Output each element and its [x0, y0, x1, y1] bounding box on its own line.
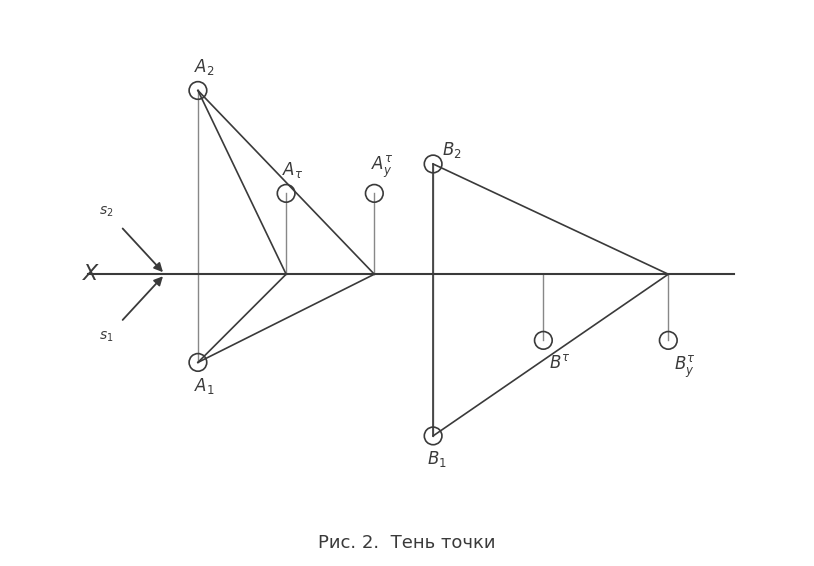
Text: $s_2$: $s_2$ — [98, 204, 113, 219]
Text: $A_y^\tau$: $A_y^\tau$ — [370, 154, 393, 180]
Text: $X$: $X$ — [82, 264, 101, 284]
Text: $A_\tau$: $A_\tau$ — [282, 160, 304, 180]
Text: $B_2$: $B_2$ — [442, 140, 462, 160]
Text: $B^\tau$: $B^\tau$ — [549, 354, 571, 372]
Text: $B_y^\tau$: $B_y^\tau$ — [674, 354, 696, 380]
Text: Рис. 2.  Тень точки: Рис. 2. Тень точки — [318, 534, 496, 552]
Text: $B_1$: $B_1$ — [427, 449, 447, 469]
Text: $A_1$: $A_1$ — [195, 376, 215, 396]
Text: $A_2$: $A_2$ — [195, 57, 215, 77]
Text: $s_1$: $s_1$ — [98, 329, 113, 344]
